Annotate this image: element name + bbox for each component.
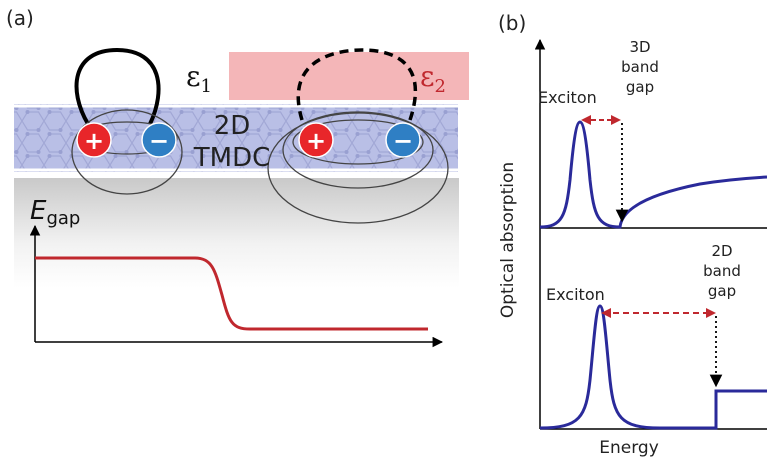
panel-a: (a) + — [6, 6, 469, 348]
layer-label-2d: 2D — [214, 111, 251, 141]
bottom-gap-label-3: gap — [708, 282, 736, 300]
hole-1: + — [76, 122, 112, 158]
svg-text:−: − — [393, 127, 413, 155]
panel-a-label: (a) — [6, 6, 34, 30]
svg-text:−: − — [149, 127, 169, 155]
egap-curve — [35, 256, 428, 331]
svg-text:+: + — [306, 127, 326, 155]
y-axis-label: Optical absorption — [498, 162, 518, 318]
egap-label: Egap — [30, 196, 80, 229]
electron-1: − — [141, 122, 177, 158]
epsilon-1-label: ε1 — [186, 60, 212, 97]
layer-label-tmdc: TMDC — [193, 143, 271, 173]
bottom-gap-label-1: 2D — [711, 242, 732, 260]
epsilon2-region — [229, 52, 469, 100]
bottom-exciton-label: Exciton — [546, 285, 605, 304]
top-exciton-label: Exciton — [538, 88, 597, 107]
svg-text:+: + — [84, 127, 104, 155]
panel-b: (b) Optical absorption Energy Exciton 3D… — [498, 11, 767, 458]
bottom-spectrum — [539, 304, 767, 430]
exciton-1-field-lines — [71, 47, 183, 195]
substrate — [14, 178, 459, 288]
hole-2: + — [298, 122, 334, 158]
bottom-gap-label-2: band — [703, 262, 741, 280]
top-spectrum — [539, 120, 767, 229]
electron-2: − — [385, 122, 421, 158]
exciton-2-field-lines — [267, 48, 449, 224]
epsilon-2-label: ε2 — [420, 60, 446, 97]
top-gap-label-3: gap — [626, 78, 654, 96]
x-axis-label: Energy — [599, 438, 659, 458]
top-gap-label-2: band — [621, 58, 659, 76]
top-gap-label-1: 3D — [629, 38, 650, 56]
panel-b-label: (b) — [498, 11, 526, 35]
